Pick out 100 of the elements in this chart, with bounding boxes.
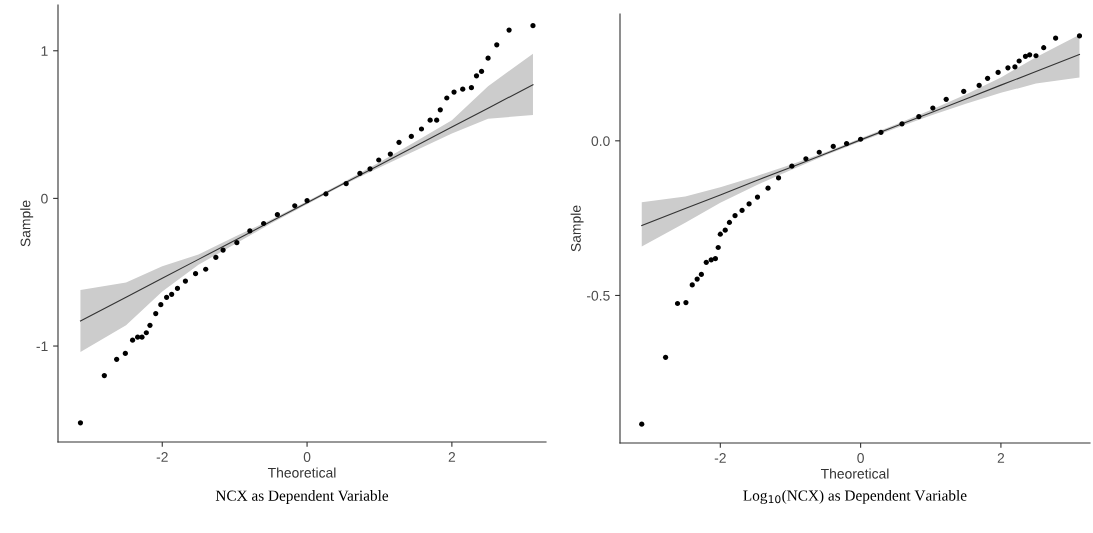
x-tick-label: 0 xyxy=(303,452,311,462)
point xyxy=(899,121,905,127)
point xyxy=(460,86,466,92)
point xyxy=(683,299,689,306)
point xyxy=(494,42,500,48)
text: Log$_{10}$(NCX) as Dependent Variable xyxy=(743,489,967,504)
point xyxy=(1027,52,1033,58)
point xyxy=(274,212,280,218)
x-tick-label: 0 xyxy=(857,453,864,463)
point xyxy=(754,194,761,200)
point xyxy=(1012,64,1018,70)
point xyxy=(717,231,723,237)
x-tick-label: 2 xyxy=(448,452,456,462)
point xyxy=(122,350,128,357)
point xyxy=(715,244,721,251)
point xyxy=(732,213,738,219)
point xyxy=(916,114,922,120)
point xyxy=(506,27,512,33)
point xyxy=(387,151,393,157)
point xyxy=(135,334,141,340)
point xyxy=(473,73,480,79)
point xyxy=(703,259,709,265)
line-series xyxy=(641,53,1081,227)
point xyxy=(143,330,149,336)
y-tick-label: 0.0 xyxy=(591,136,610,146)
y-tick-label: -0.5 xyxy=(586,290,610,301)
point xyxy=(722,227,728,233)
point xyxy=(437,107,443,113)
point xyxy=(746,201,752,207)
point xyxy=(396,139,402,145)
point xyxy=(1041,45,1047,51)
point xyxy=(984,75,991,81)
point xyxy=(803,156,809,162)
point xyxy=(451,89,457,95)
point xyxy=(830,143,836,149)
point xyxy=(292,203,298,209)
point xyxy=(139,334,145,340)
point xyxy=(468,85,475,91)
point xyxy=(1022,53,1029,59)
point xyxy=(213,254,219,261)
point xyxy=(639,421,645,427)
point xyxy=(530,23,536,29)
point xyxy=(408,133,414,139)
x-axis-title: Theoretical xyxy=(267,467,336,478)
point xyxy=(1076,33,1083,39)
point xyxy=(343,181,349,187)
point xyxy=(712,256,718,262)
text: NCX as Dependent Variable xyxy=(215,490,389,504)
point xyxy=(1016,58,1022,64)
point xyxy=(101,372,107,379)
point xyxy=(843,141,850,147)
point xyxy=(858,136,864,142)
point xyxy=(77,420,84,426)
point xyxy=(444,95,450,101)
line-series xyxy=(79,84,534,322)
point xyxy=(376,157,382,163)
point xyxy=(694,276,700,282)
point xyxy=(1005,65,1011,71)
point xyxy=(418,126,425,132)
point xyxy=(995,69,1001,76)
point xyxy=(816,149,822,155)
point xyxy=(304,198,310,204)
point xyxy=(485,55,491,61)
y-tick-label: -1 xyxy=(36,341,48,352)
point xyxy=(247,228,253,234)
point xyxy=(739,207,745,213)
point xyxy=(357,170,363,176)
x-tick-label: -2 xyxy=(714,453,726,463)
point xyxy=(708,257,714,263)
point xyxy=(147,322,153,328)
point xyxy=(261,220,267,227)
x-axis-title: Theoretical xyxy=(820,468,889,479)
point xyxy=(153,310,159,317)
point xyxy=(114,356,120,362)
point xyxy=(663,354,669,360)
x-tick-label: 2 xyxy=(997,453,1005,463)
point xyxy=(698,271,704,278)
point xyxy=(220,247,226,253)
point xyxy=(726,219,733,226)
point xyxy=(367,166,373,172)
point xyxy=(943,96,949,102)
y-tick-label: 0 xyxy=(41,193,48,204)
point xyxy=(674,300,681,307)
point xyxy=(182,278,189,284)
point xyxy=(689,282,695,288)
point xyxy=(930,105,936,111)
point xyxy=(878,129,884,136)
point xyxy=(1033,53,1039,59)
point xyxy=(434,117,440,123)
point xyxy=(174,285,181,292)
point xyxy=(203,266,209,272)
point xyxy=(775,175,782,181)
y-axis-title: Sample xyxy=(20,200,34,247)
x-tick-label: -2 xyxy=(156,452,168,462)
y-tick-label: 1 xyxy=(41,46,48,56)
point xyxy=(427,117,433,123)
point xyxy=(961,88,967,94)
point xyxy=(164,294,170,300)
point xyxy=(976,82,982,89)
point xyxy=(323,191,329,197)
